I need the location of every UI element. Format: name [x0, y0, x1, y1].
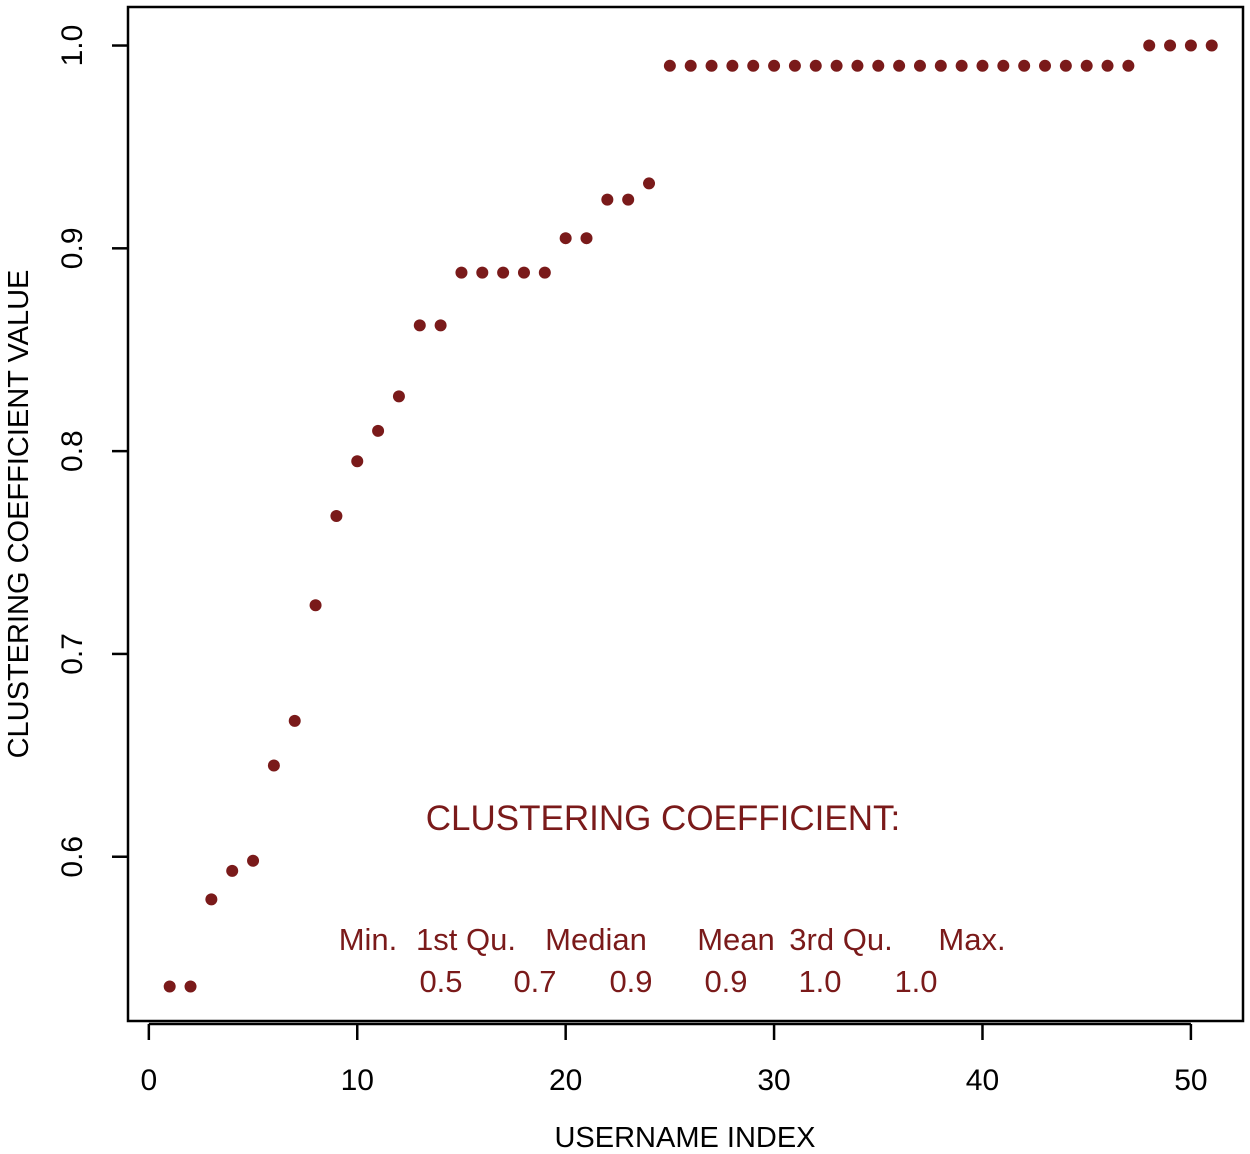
- data-point: [809, 59, 822, 72]
- annotation-header: Mean: [697, 922, 775, 957]
- data-point: [226, 864, 239, 877]
- annotation-value: 1.0: [894, 964, 937, 999]
- data-point: [1018, 59, 1031, 72]
- y-tick-label: 0.9: [56, 227, 89, 269]
- data-point: [768, 59, 781, 72]
- annotation-header: 3rd Qu.: [789, 922, 892, 957]
- data-point: [538, 266, 551, 279]
- annotation-header: Min.: [339, 922, 398, 957]
- data-point: [1059, 59, 1072, 72]
- data-point: [392, 390, 405, 403]
- annotation-value: 0.9: [704, 964, 747, 999]
- annotation-values: 0.5 0.7 0.9 0.9 1.0 1.0: [419, 964, 937, 999]
- x-tick-label: 30: [757, 1064, 790, 1097]
- data-point: [497, 266, 510, 279]
- data-point: [309, 599, 322, 612]
- data-point: [913, 59, 926, 72]
- annotation-header: 1st Qu.: [416, 922, 516, 957]
- x-tick-label: 40: [966, 1064, 999, 1097]
- annotation-header: Max.: [938, 922, 1005, 957]
- y-tick-label: 1.0: [56, 25, 89, 67]
- data-point: [684, 59, 697, 72]
- data-point: [247, 854, 260, 867]
- data-point: [601, 193, 614, 206]
- data-point: [893, 59, 906, 72]
- data-point: [476, 266, 489, 279]
- data-point: [643, 177, 656, 190]
- x-axis-title: USERNAME INDEX: [554, 1122, 815, 1154]
- y-tick-label: 0.8: [56, 430, 89, 472]
- data-point: [997, 59, 1010, 72]
- x-axis: 0 10 20 30 40 50: [140, 1022, 1208, 1097]
- data-point: [455, 266, 468, 279]
- annotation-headers: Min. 1st Qu. Median Mean 3rd Qu. Max.: [339, 922, 1006, 957]
- annotation-value: 0.5: [419, 964, 462, 999]
- x-tick-label: 20: [549, 1064, 582, 1097]
- annotation-header: Median: [545, 922, 647, 957]
- y-tick-label: 0.7: [56, 633, 89, 675]
- x-tick-label: 10: [341, 1064, 374, 1097]
- summary-annotation: CLUSTERING COEFFICIENT: Min. 1st Qu. Media…: [339, 799, 1006, 999]
- data-point: [976, 59, 989, 72]
- data-point: [184, 980, 197, 993]
- data-point: [788, 59, 801, 72]
- data-point: [663, 59, 676, 72]
- data-point: [872, 59, 885, 72]
- y-axis: 0.6 0.7 0.8 0.9 1.0: [56, 25, 128, 878]
- annotation-value: 1.0: [798, 964, 841, 999]
- data-point: [517, 266, 530, 279]
- data-point: [1164, 39, 1177, 52]
- y-tick-label: 0.6: [56, 836, 89, 878]
- data-point: [372, 424, 385, 437]
- plot-frame: [126, 5, 1245, 1023]
- data-point: [1122, 59, 1135, 72]
- annotation-title: CLUSTERING COEFFICIENT:: [426, 799, 900, 838]
- x-tick-label: 50: [1174, 1064, 1207, 1097]
- data-point: [559, 232, 572, 245]
- y-axis-title: CLUSTERING COEFFICIENT VALUE: [3, 270, 35, 759]
- data-point: [205, 893, 218, 906]
- annotation-value: 0.9: [609, 964, 652, 999]
- data-point: [1143, 39, 1156, 52]
- data-point: [1039, 59, 1052, 72]
- data-point: [434, 319, 447, 332]
- data-point: [726, 59, 739, 72]
- annotation-value: 0.7: [513, 964, 556, 999]
- data-point: [580, 232, 593, 245]
- data-point: [955, 59, 968, 72]
- data-point: [330, 510, 343, 523]
- data-point: [1184, 39, 1197, 52]
- data-point: [1101, 59, 1114, 72]
- data-point: [622, 193, 635, 206]
- data-point: [413, 319, 426, 332]
- data-point: [705, 59, 718, 72]
- data-point: [267, 759, 280, 772]
- data-points: [163, 39, 1218, 993]
- data-point: [1080, 59, 1093, 72]
- data-point: [288, 714, 301, 727]
- data-point: [1205, 39, 1218, 52]
- data-point: [163, 980, 176, 993]
- data-point: [934, 59, 947, 72]
- x-tick-label: 0: [140, 1064, 157, 1097]
- data-point: [747, 59, 760, 72]
- data-point: [351, 455, 364, 468]
- data-point: [830, 59, 843, 72]
- data-point: [851, 59, 864, 72]
